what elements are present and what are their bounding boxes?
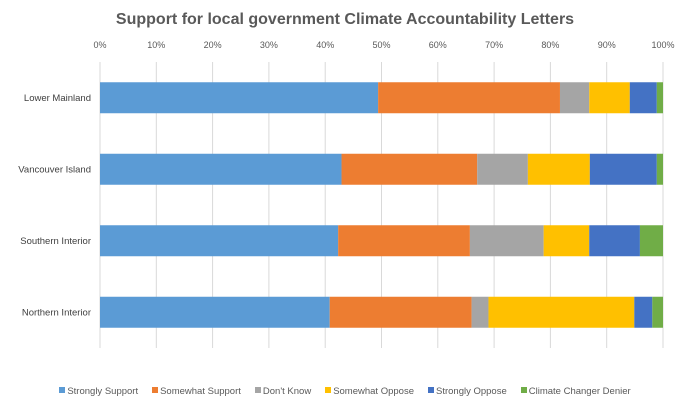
bar-segment-somewhat-support bbox=[329, 296, 472, 328]
bar-segment-climate-changer-denier bbox=[656, 82, 663, 114]
bar-segment-strongly-oppose bbox=[629, 82, 657, 114]
x-tick-label: 10% bbox=[147, 40, 165, 50]
x-tick-label: 80% bbox=[541, 40, 559, 50]
x-tick-label: 70% bbox=[485, 40, 503, 50]
legend-swatch bbox=[59, 387, 66, 394]
legend-swatch bbox=[254, 387, 261, 394]
bar-segment-somewhat-support bbox=[378, 82, 560, 114]
legend-label: Strongly Support bbox=[67, 386, 139, 397]
category-label: Southern Interior bbox=[20, 236, 91, 247]
bar-segment-somewhat-oppose bbox=[543, 225, 590, 257]
bar-segment-don-t-know bbox=[477, 153, 528, 185]
legend-item: Somewhat Support bbox=[152, 386, 241, 397]
legend-swatch bbox=[325, 387, 332, 394]
bar-segment-somewhat-support bbox=[338, 225, 470, 257]
bar-segment-strongly-oppose bbox=[589, 153, 657, 185]
x-tick-label: 50% bbox=[372, 40, 390, 50]
bar-segment-climate-changer-denier bbox=[656, 153, 663, 185]
category-label: Vancouver Island bbox=[18, 164, 91, 175]
x-tick-label: 0% bbox=[93, 40, 106, 50]
legend-item: Strongly Support bbox=[59, 386, 138, 397]
bar-segment-strongly-oppose bbox=[589, 225, 640, 257]
legend-label: Somewhat Support bbox=[160, 386, 241, 397]
bar-segment-somewhat-support bbox=[341, 153, 478, 185]
legend-swatch bbox=[427, 387, 434, 394]
chart-title: Support for local government Climate Acc… bbox=[115, 11, 575, 28]
bar-segment-strongly-support bbox=[100, 225, 339, 257]
legend-item: Strongly Oppose bbox=[427, 386, 507, 397]
legend-item: Climate Changer Denier bbox=[520, 386, 631, 397]
bar-segment-somewhat-oppose bbox=[488, 296, 635, 328]
bar-segment-don-t-know bbox=[469, 225, 544, 257]
legend-label: Strongly Oppose bbox=[435, 386, 507, 397]
category-label: Northern Interior bbox=[22, 307, 91, 318]
bar-segment-climate-changer-denier bbox=[652, 296, 663, 328]
legend-label: Climate Changer Denier bbox=[528, 386, 631, 397]
legend-swatch bbox=[152, 387, 159, 394]
legend-swatch bbox=[520, 387, 527, 394]
bar-segment-strongly-support bbox=[100, 296, 330, 328]
bar-segment-strongly-support bbox=[100, 153, 342, 185]
x-tick-label: 90% bbox=[598, 40, 616, 50]
legend-item: Somewhat Oppose bbox=[325, 386, 414, 397]
x-tick-label: 40% bbox=[316, 40, 334, 50]
bar-segment-somewhat-oppose bbox=[527, 153, 590, 185]
bar-segment-somewhat-oppose bbox=[589, 82, 630, 114]
legend-label: Don't Know bbox=[262, 386, 312, 397]
bar-segment-strongly-oppose bbox=[634, 296, 653, 328]
x-tick-label: 60% bbox=[429, 40, 447, 50]
legend: Strongly Support Somewhat Support Don't Kn… bbox=[0, 386, 690, 397]
bar-segment-climate-changer-denier bbox=[639, 225, 663, 257]
x-tick-label: 30% bbox=[260, 40, 278, 50]
x-tick-label: 20% bbox=[204, 40, 222, 50]
legend-label: Somewhat Oppose bbox=[333, 386, 414, 397]
bar-segment-don-t-know bbox=[471, 296, 489, 328]
legend-item: Don't Know bbox=[254, 386, 312, 397]
bar-segment-don-t-know bbox=[559, 82, 590, 114]
category-label: Lower Mainland bbox=[24, 93, 91, 104]
x-tick-label: 100% bbox=[651, 40, 674, 50]
bar-segment-strongly-support bbox=[100, 82, 379, 114]
